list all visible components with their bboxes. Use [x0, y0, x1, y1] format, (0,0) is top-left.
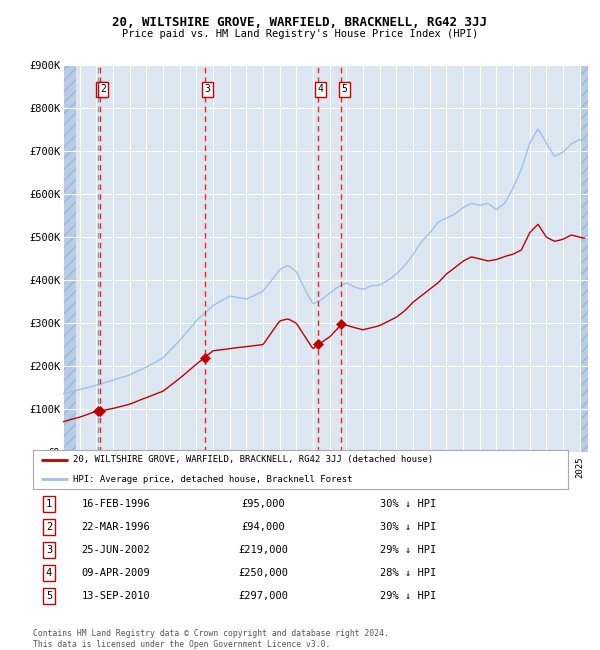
- Text: £95,000: £95,000: [241, 499, 285, 508]
- Text: 4: 4: [317, 84, 323, 94]
- Text: 22-MAR-1996: 22-MAR-1996: [82, 522, 151, 532]
- Text: 20, WILTSHIRE GROVE, WARFIELD, BRACKNELL, RG42 3JJ (detached house): 20, WILTSHIRE GROVE, WARFIELD, BRACKNELL…: [73, 455, 433, 464]
- Text: 20, WILTSHIRE GROVE, WARFIELD, BRACKNELL, RG42 3JJ: 20, WILTSHIRE GROVE, WARFIELD, BRACKNELL…: [113, 16, 487, 29]
- Text: Contains HM Land Registry data © Crown copyright and database right 2024.
This d: Contains HM Land Registry data © Crown c…: [33, 629, 389, 649]
- Text: 30% ↓ HPI: 30% ↓ HPI: [380, 499, 436, 508]
- Text: 29% ↓ HPI: 29% ↓ HPI: [380, 592, 436, 601]
- Text: HPI: Average price, detached house, Bracknell Forest: HPI: Average price, detached house, Brac…: [73, 474, 353, 484]
- Text: 2: 2: [100, 84, 106, 94]
- Text: 28% ↓ HPI: 28% ↓ HPI: [380, 568, 436, 578]
- Text: 1: 1: [98, 84, 104, 94]
- Text: £94,000: £94,000: [241, 522, 285, 532]
- Text: £297,000: £297,000: [238, 592, 288, 601]
- Text: 5: 5: [341, 84, 347, 94]
- Text: 3: 3: [205, 84, 211, 94]
- Text: 4: 4: [46, 568, 52, 578]
- Text: 16-FEB-1996: 16-FEB-1996: [82, 499, 151, 508]
- Text: £219,000: £219,000: [238, 545, 288, 555]
- Text: 2: 2: [46, 522, 52, 532]
- Text: 29% ↓ HPI: 29% ↓ HPI: [380, 545, 436, 555]
- Text: 09-APR-2009: 09-APR-2009: [82, 568, 151, 578]
- Text: 5: 5: [46, 592, 52, 601]
- Text: 13-SEP-2010: 13-SEP-2010: [82, 592, 151, 601]
- Text: £250,000: £250,000: [238, 568, 288, 578]
- Text: 25-JUN-2002: 25-JUN-2002: [82, 545, 151, 555]
- Bar: [581, 65, 589, 452]
- Text: 3: 3: [46, 545, 52, 555]
- Text: Price paid vs. HM Land Registry's House Price Index (HPI): Price paid vs. HM Land Registry's House …: [122, 29, 478, 38]
- Text: 1: 1: [46, 499, 52, 508]
- Text: 30% ↓ HPI: 30% ↓ HPI: [380, 522, 436, 532]
- Bar: [63, 65, 76, 452]
